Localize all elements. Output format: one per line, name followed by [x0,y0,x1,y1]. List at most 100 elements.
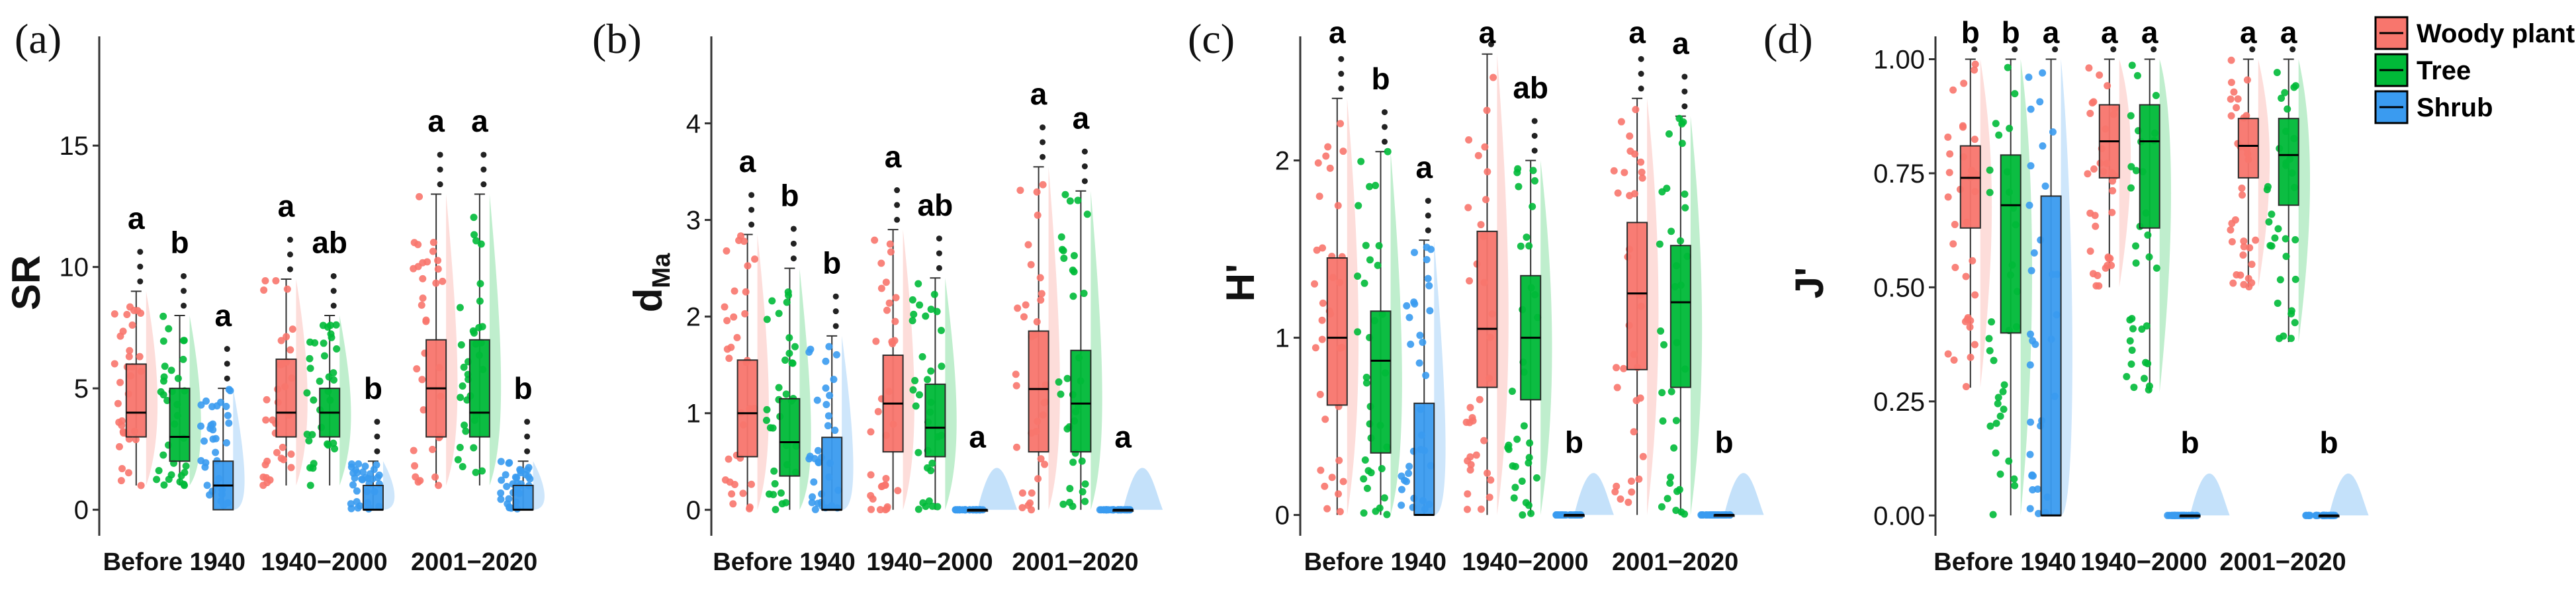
data-point [472,468,480,476]
data-point [123,311,131,319]
data-point [1518,478,1526,485]
data-point [885,299,893,307]
significance-letter: b [1565,425,1583,459]
x-tick-label: 2001−2020 [411,548,537,576]
data-point [1372,507,1380,515]
outlier-point [524,419,531,425]
box-body [1370,310,1392,454]
data-point [815,458,822,466]
significance-letter: a [1329,15,1346,50]
violin-shade [1390,151,1402,515]
outlier-point [1425,212,1431,219]
data-point [359,468,367,476]
box-woody-plant: a [410,104,458,489]
data-point [1063,374,1071,382]
data-point [525,464,533,472]
x-tick-label: 2001−2020 [1612,548,1738,576]
significance-letter: a [1073,101,1090,135]
data-point [1378,464,1386,472]
data-point [457,341,465,349]
data-point [333,345,341,353]
data-point [1959,123,1967,131]
data-point [197,422,204,430]
y-tick-label: 1.00 [1873,45,1925,74]
data-point [2234,95,2242,103]
data-point [1638,174,1646,182]
data-point [226,387,234,395]
data-point [1322,152,1330,160]
box-shrub: a [952,419,1018,514]
data-point [822,357,830,365]
data-point [332,321,340,329]
legend-entry-tree: Tree [2374,53,2471,87]
box-shrub: b [1552,425,1614,519]
box-body [169,388,191,462]
data-point [2086,209,2094,217]
data-point [1986,189,1994,196]
data-point [910,310,918,318]
data-point [881,481,889,489]
data-point [1663,185,1671,192]
box-body [362,484,384,511]
data-point [2290,83,2298,91]
outlier-point [2289,46,2296,53]
data-point [1637,158,1645,166]
data-point [516,466,524,474]
data-point [1078,457,1086,465]
data-point [1945,169,1953,177]
data-point [358,475,366,483]
box-tree: ab [909,188,957,513]
violin-shade [1434,240,1446,515]
data-point [937,327,945,335]
data-point [1971,60,1979,68]
data-point [1999,388,2007,396]
data-point [1666,480,1674,487]
x-tick-label: 1940−2000 [2080,548,2207,576]
data-point [2291,275,2299,283]
data-point [2291,319,2299,327]
data-point [871,236,879,244]
data-point [429,238,437,246]
data-point [1362,379,1370,387]
data-point [768,297,776,305]
significance-letter: b [780,178,799,212]
violin-shade [1090,190,1102,510]
significance-letter: a [885,140,902,174]
data-point [1658,503,1666,511]
data-point [1057,390,1065,398]
data-point [1946,150,1954,158]
box-shrub: a [197,298,245,511]
data-point [116,378,124,386]
y-axis-label: J' [1787,267,1832,299]
box-body [1669,245,1691,388]
data-point [1055,378,1063,386]
data-point [2049,128,2057,136]
data-point [874,407,882,415]
box-shrub: b [2302,425,2369,519]
data-point [1532,474,1540,482]
data-point [1398,501,1405,509]
data-point [811,505,819,513]
legend-entry-shrub: Shrub [2374,90,2493,124]
data-point [167,471,175,479]
significance-letter: a [739,144,756,179]
data-point [1486,493,1493,501]
data-point [1339,148,1347,155]
data-point [785,334,793,342]
data-point [159,377,167,385]
data-point [1994,394,2002,401]
violin-shade [2159,59,2172,393]
data-point [1058,245,1066,253]
data-point [924,464,932,472]
outlier-point [181,288,187,294]
data-point [746,505,754,513]
data-point [1527,509,1535,517]
outlier-point [936,235,942,242]
outlier-point [224,360,230,367]
y-tick-label: 1 [686,400,701,429]
data-point [182,462,190,470]
data-point [1012,370,1020,378]
outlier-point [894,202,901,208]
data-point [725,355,733,362]
data-point [1405,470,1413,478]
